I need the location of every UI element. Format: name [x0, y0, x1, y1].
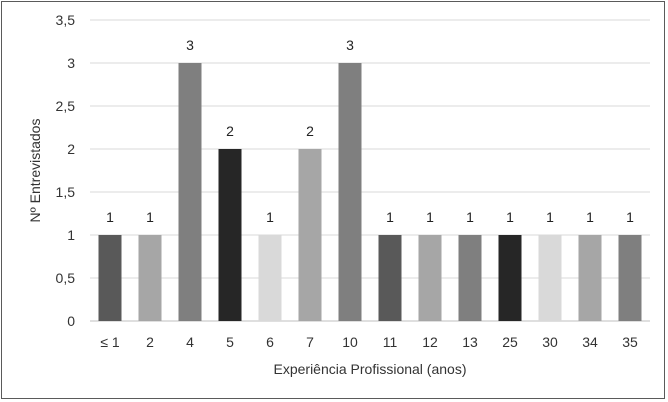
bar: [138, 235, 162, 321]
x-tick-label: 35: [622, 334, 638, 350]
data-labels: 1 1 3 2 1 2 3 1 1 1 1 1 1 1: [106, 37, 634, 225]
bar: [178, 63, 202, 321]
x-tick-label: 5: [226, 334, 234, 350]
x-tick-label: 4: [186, 334, 194, 350]
data-label: 1: [506, 209, 514, 225]
y-tick-label: 3: [67, 55, 75, 71]
x-tick-label: 25: [502, 334, 518, 350]
bar: [498, 235, 522, 321]
bar: [538, 235, 562, 321]
bar: [578, 235, 602, 321]
data-label: 3: [186, 37, 194, 53]
x-tick-label: 10: [342, 334, 358, 350]
data-label: 1: [626, 209, 634, 225]
x-tick-label: ≤ 1: [100, 334, 120, 350]
x-tick-label: 30: [542, 334, 558, 350]
bar: [418, 235, 442, 321]
x-axis-title: Experiência Profissional (anos): [274, 361, 467, 377]
y-tick-label: 2: [67, 141, 75, 157]
bar: [458, 235, 482, 321]
y-tick-labels: 0 0,5 1 1,5 2 2,5 3 3,5: [56, 12, 76, 329]
data-label: 1: [386, 209, 394, 225]
x-tick-label: 2: [146, 334, 154, 350]
y-tick-label: 3,5: [56, 12, 76, 28]
data-label: 1: [106, 209, 114, 225]
bar: [218, 149, 242, 321]
x-tick-labels: ≤ 1 2 4 5 6 7 10 11 12 13 25 30 34 35: [100, 334, 638, 350]
x-tick-label: 12: [422, 334, 438, 350]
bar: [98, 235, 122, 321]
bars: [98, 63, 642, 321]
y-tick-label: 1,5: [56, 184, 76, 200]
data-label: 3: [346, 37, 354, 53]
y-tick-label: 0: [67, 313, 75, 329]
bar: [338, 63, 362, 321]
bar: [618, 235, 642, 321]
x-tick-label: 13: [462, 334, 478, 350]
data-label: 1: [466, 209, 474, 225]
data-label: 2: [226, 123, 234, 139]
y-tick-label: 1: [67, 227, 75, 243]
gridlines: [90, 19, 650, 322]
data-label: 2: [306, 123, 314, 139]
y-tick-label: 0,5: [56, 270, 76, 286]
data-label: 1: [146, 209, 154, 225]
bar: [378, 235, 402, 321]
x-tick-label: 6: [266, 334, 274, 350]
y-axis-title: Nº Entrevistados: [27, 119, 43, 223]
y-tick-label: 2,5: [56, 98, 76, 114]
x-tick-label: 34: [582, 334, 598, 350]
bar: [258, 235, 282, 321]
data-label: 1: [426, 209, 434, 225]
data-label: 1: [546, 209, 554, 225]
data-label: 1: [586, 209, 594, 225]
x-tick-label: 11: [383, 334, 398, 350]
bar: [298, 149, 322, 321]
data-label: 1: [266, 209, 274, 225]
x-tick-label: 7: [306, 334, 314, 350]
